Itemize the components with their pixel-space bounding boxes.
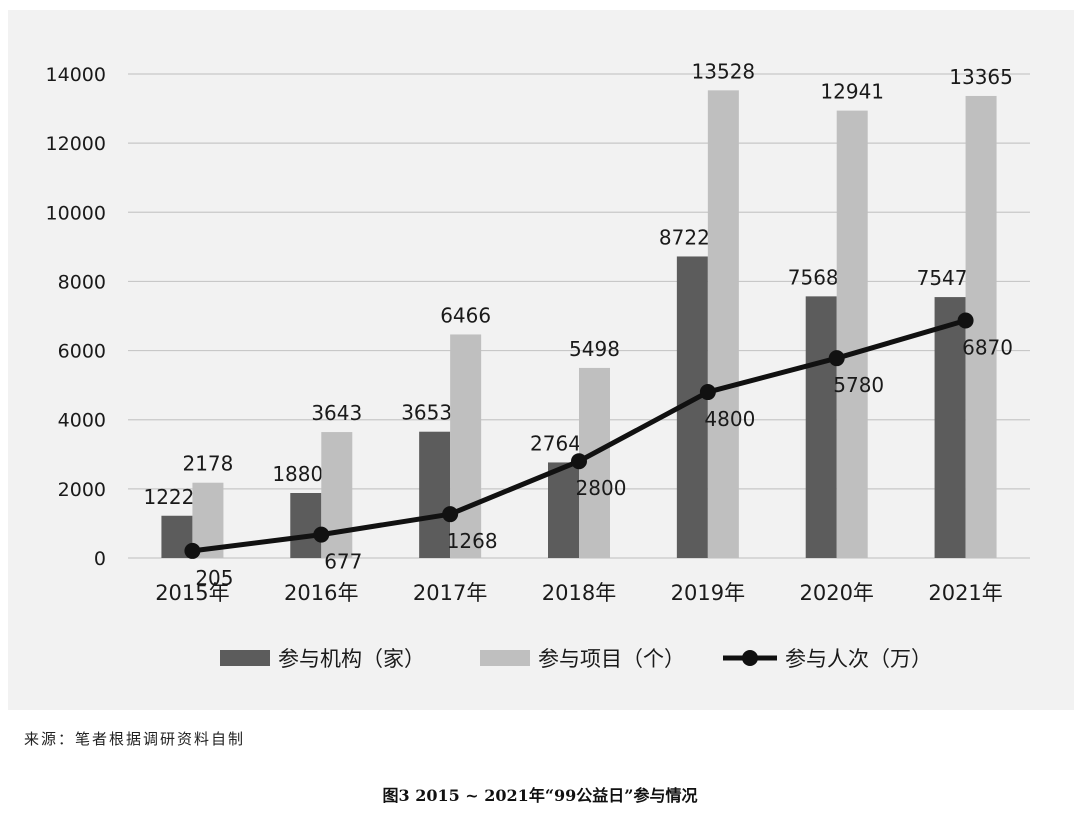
bar-institutions — [419, 431, 451, 558]
line-point — [313, 526, 330, 543]
legend-marker — [742, 650, 758, 666]
chart-panel: 0 2000 4000 6000 8000 10000 12000 14000 1222 1880… — [8, 10, 1074, 710]
data-label: 13365 — [949, 65, 1013, 89]
bar-institutions — [805, 296, 837, 558]
line-point — [442, 506, 459, 523]
y-tick-label: 14000 — [46, 64, 106, 86]
line-data-label: 677 — [324, 550, 362, 574]
x-tick-label: 2021年 — [928, 581, 1002, 605]
bar-projects — [836, 110, 868, 558]
source-note: 来源：笔者根据调研资料自制 — [24, 730, 246, 748]
data-label: 7568 — [788, 265, 839, 289]
data-label: 3653 — [401, 401, 452, 425]
y-tick-label: 8000 — [58, 271, 106, 293]
line-point — [957, 312, 974, 329]
combo-chart: 0 2000 4000 6000 8000 10000 12000 14000 1222 1880… — [46, 59, 1030, 671]
legend-swatch — [220, 650, 270, 666]
y-tick-label: 0 — [94, 548, 106, 570]
x-tick-label: 2018年 — [542, 581, 616, 605]
x-tick-label: 2020年 — [799, 581, 873, 605]
line-point — [571, 453, 587, 470]
line-data-label: 5780 — [833, 373, 884, 397]
line-data-label: 6870 — [962, 335, 1013, 359]
bar-institutions — [548, 462, 579, 558]
line-point — [828, 350, 845, 367]
figure-caption: 图3 2015 ~ 2021年“99公益日”参与情况 — [382, 786, 698, 805]
data-label: 12941 — [820, 80, 884, 104]
legend-label: 参与机构（家） — [278, 647, 425, 671]
data-label: 8722 — [659, 225, 710, 249]
y-tick-label: 12000 — [46, 133, 106, 155]
line-data-label: 1268 — [447, 529, 498, 553]
line-point — [699, 384, 716, 401]
data-label: 2178 — [182, 452, 233, 476]
data-label: 13528 — [692, 59, 756, 83]
bar-institutions — [290, 493, 322, 558]
y-tick-label: 4000 — [58, 410, 106, 432]
line-data-label: 4800 — [704, 407, 755, 431]
line-data-label: 205 — [195, 566, 233, 590]
y-tick-label: 10000 — [46, 202, 106, 224]
y-tick-label: 6000 — [58, 341, 106, 363]
data-label: 7547 — [917, 266, 968, 290]
data-label: 3643 — [311, 401, 362, 425]
x-tick-label: 2017年 — [413, 581, 487, 605]
data-label: 5498 — [569, 337, 620, 361]
legend-label: 参与项目（个） — [538, 647, 685, 671]
data-label: 6466 — [440, 303, 491, 327]
legend-swatch — [480, 650, 530, 666]
legend-label: 参与人次（万） — [785, 647, 932, 671]
data-label: 1222 — [143, 485, 194, 509]
x-tick-label: 2016年 — [284, 581, 358, 605]
data-label: 2764 — [530, 431, 581, 455]
y-tick-label: 2000 — [58, 479, 106, 501]
bar-projects — [707, 90, 739, 558]
bar-projects — [450, 334, 482, 558]
bar-projects — [965, 95, 997, 559]
x-tick-label: 2019年 — [671, 581, 745, 605]
line-point — [184, 542, 201, 559]
data-label: 1880 — [272, 462, 323, 486]
line-data-label: 2800 — [576, 476, 627, 500]
x-tick-label: 2015年 — [155, 581, 229, 605]
bar-institutions — [934, 297, 966, 558]
